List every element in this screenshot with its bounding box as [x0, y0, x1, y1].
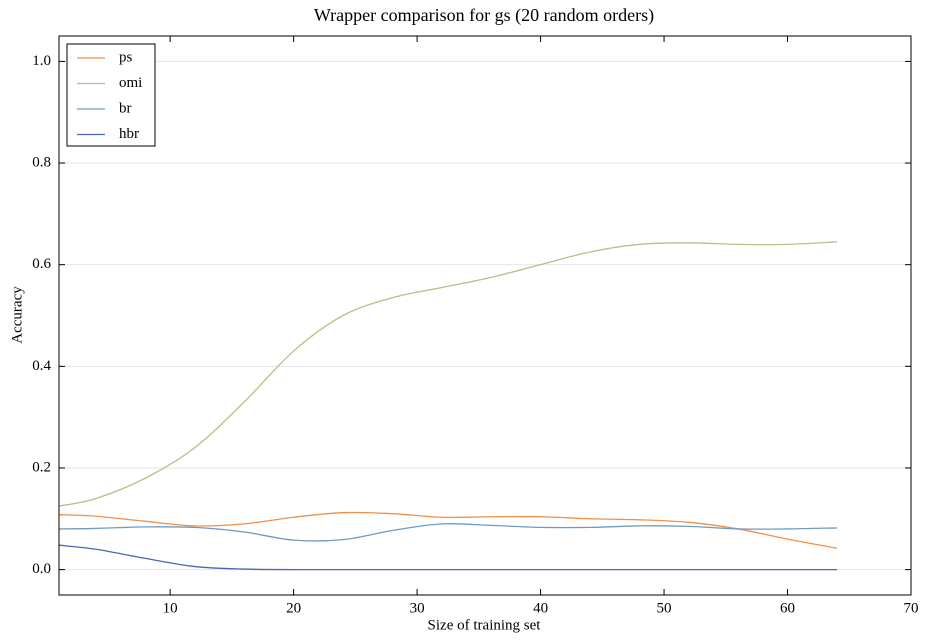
plot-frame — [58, 35, 912, 596]
legend-label: br — [119, 100, 132, 116]
x-tick-label: 10 — [163, 600, 178, 616]
x-tick-label: 40 — [533, 600, 548, 616]
series-line — [58, 511, 838, 549]
x-tick-label: 60 — [780, 600, 795, 616]
y-tick-label: 1.0 — [32, 53, 51, 69]
y-tick-label: 0.8 — [32, 154, 51, 170]
legend-box — [66, 43, 156, 147]
x-tick-label: 70 — [904, 600, 919, 616]
x-tick-label: 20 — [286, 600, 301, 616]
x-axis-label: Size of training set — [428, 617, 542, 633]
x-tick-label: 50 — [657, 600, 672, 616]
y-tick-label: 0.6 — [32, 256, 51, 272]
y-tick-label: 0.2 — [32, 459, 51, 475]
legend-label: omi — [119, 75, 142, 91]
series-line — [58, 523, 837, 542]
legend-label: hbr — [119, 126, 139, 142]
y-tick-label: 0.0 — [32, 561, 51, 577]
chart-title: Wrapper comparison for gs (20 random ord… — [314, 5, 654, 26]
x-tick-label: 30 — [410, 600, 425, 616]
y-axis-label: Accuracy — [9, 286, 25, 344]
y-tick-label: 0.4 — [32, 358, 51, 374]
legend-label: ps — [119, 49, 133, 65]
series-line — [58, 544, 837, 571]
series-line — [58, 241, 837, 507]
